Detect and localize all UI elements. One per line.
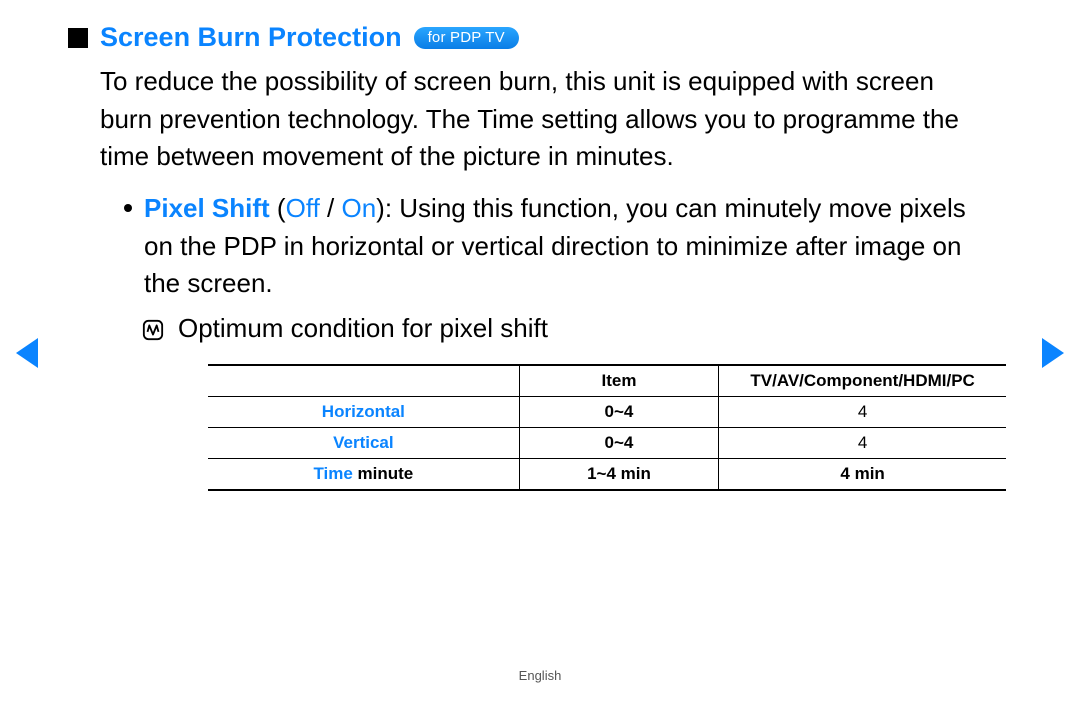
row-label: Vertical — [208, 428, 519, 459]
row-label-blue: Vertical — [333, 433, 394, 452]
bullet-dot-icon — [124, 204, 132, 212]
note-row: Optimum condition for pixel shift — [142, 313, 988, 344]
row-label-blue: Time — [313, 464, 352, 483]
row-source-value: 4 min — [719, 459, 1006, 491]
table-row: Vertical 0~4 4 — [208, 428, 1006, 459]
row-item-value: 1~4 min — [519, 459, 719, 491]
row-label: Horizontal — [208, 397, 519, 428]
row-source-value: 4 — [719, 428, 1006, 459]
close-colon: ): — [376, 193, 399, 223]
pixel-shift-text: Pixel Shift (Off / On): Using this funct… — [144, 190, 988, 303]
pixel-shift-bullet: Pixel Shift (Off / On): Using this funct… — [124, 190, 988, 303]
square-bullet-icon — [68, 28, 88, 48]
section-header: Screen Burn Protection for PDP TV — [68, 22, 988, 53]
section-intro: To reduce the possibility of screen burn… — [100, 63, 988, 176]
col-header-item: Item — [519, 365, 719, 397]
col-header-source: TV/AV/Component/HDMI/PC — [719, 365, 1006, 397]
footer-language: English — [0, 668, 1080, 683]
note-text: Optimum condition for pixel shift — [178, 313, 548, 344]
row-label: Time minute — [208, 459, 519, 491]
table-row: Horizontal 0~4 4 — [208, 397, 1006, 428]
row-source-value: 4 — [719, 397, 1006, 428]
prev-page-arrow-icon[interactable] — [16, 338, 38, 368]
table-row: Time minute 1~4 min 4 min — [208, 459, 1006, 491]
row-label-plain: minute — [353, 464, 413, 483]
pixel-shift-off: Off — [286, 193, 320, 223]
pixel-shift-on: On — [341, 193, 376, 223]
table-header-row: Item TV/AV/Component/HDMI/PC — [208, 365, 1006, 397]
pixel-shift-label: Pixel Shift — [144, 193, 270, 223]
row-label-blue: Horizontal — [322, 402, 405, 421]
note-icon — [142, 319, 164, 341]
pixel-shift-table: Item TV/AV/Component/HDMI/PC Horizontal … — [208, 364, 1006, 491]
next-page-arrow-icon[interactable] — [1042, 338, 1064, 368]
row-item-value: 0~4 — [519, 428, 719, 459]
separator: / — [320, 193, 342, 223]
open-paren: ( — [270, 193, 286, 223]
col-header-blank — [208, 365, 519, 397]
row-item-value: 0~4 — [519, 397, 719, 428]
pdp-tv-badge: for PDP TV — [414, 27, 519, 49]
section-title: Screen Burn Protection — [100, 22, 402, 53]
